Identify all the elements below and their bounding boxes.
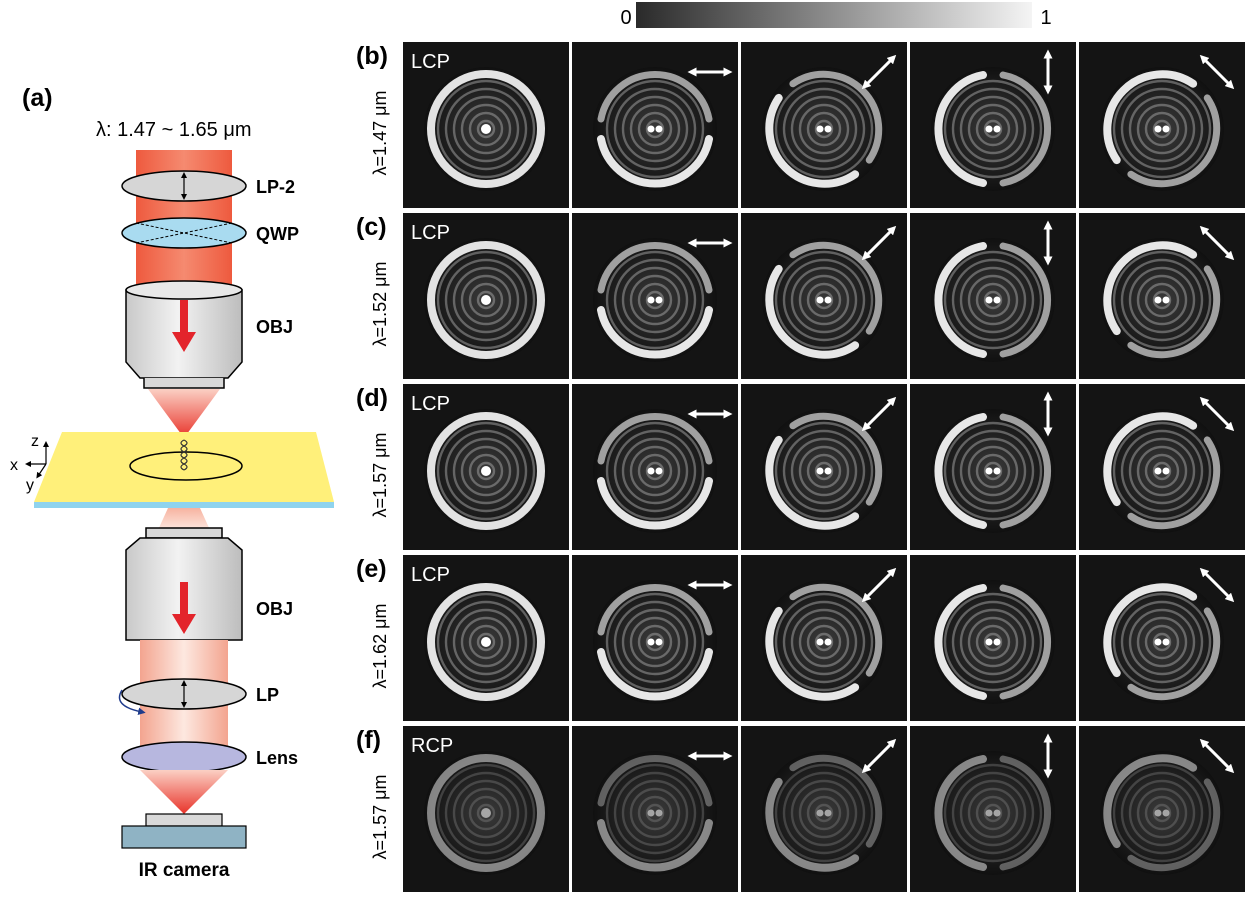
substrate [34, 502, 334, 508]
colorbar-max-label: 1 [1040, 7, 1051, 29]
component-label-obj-bottom: OBJ [256, 599, 293, 619]
setup-panel-label: (a) [22, 84, 53, 112]
intensity-image [403, 726, 569, 892]
intensity-image [572, 213, 738, 379]
analyzer-arrow [1199, 738, 1235, 774]
intensity-image [910, 726, 1076, 892]
analyzer-arrow [1199, 54, 1235, 90]
intensity-image [910, 384, 1076, 550]
row-wavelength-label: λ=1.57 μm [370, 775, 390, 860]
intensity-image [741, 42, 907, 208]
camera-sensor [145, 813, 223, 827]
camera-body [121, 825, 247, 849]
row-panel-label: (e) [356, 555, 387, 583]
component-label-lens: Lens [256, 748, 298, 768]
intensity-image [741, 213, 907, 379]
qwp-axis-1 [135, 222, 233, 244]
intensity-image [910, 555, 1076, 721]
camera-label: IR camera [139, 860, 230, 881]
lens [121, 741, 247, 773]
analyzer-arrow [861, 54, 897, 90]
colorbar-min-label: 0 [620, 7, 631, 29]
intensity-image [572, 726, 738, 892]
row-panel-label: (c) [356, 213, 387, 241]
intensity-image [403, 555, 569, 721]
ring-structure [129, 451, 243, 481]
component-label-lp: LP [256, 685, 279, 705]
analyzer-arrow [861, 738, 897, 774]
row-panel-label: (f) [356, 726, 381, 754]
intensity-image [1079, 384, 1245, 550]
component-label-lp2: LP-2 [256, 177, 295, 197]
row-wavelength-label: λ=1.62 μm [370, 604, 390, 689]
component-label-qwp: QWP [256, 224, 299, 244]
intensity-image [1079, 726, 1245, 892]
intensity-image [910, 42, 1076, 208]
row-wavelength-label: λ=1.52 μm [370, 262, 390, 347]
setup-wavelength: λ: 1.47 ~ 1.65 μm [96, 119, 252, 141]
analyzer-arrow [861, 567, 897, 603]
intensity-image [741, 555, 907, 721]
intensity-image [572, 384, 738, 550]
coordinate-axes: z x y [10, 433, 49, 494]
row-wavelength-label: λ=1.47 μm [370, 91, 390, 176]
input-polarization-label: RCP [411, 735, 453, 757]
analyzer-arrow [1199, 567, 1235, 603]
input-polarization-label: LCP [411, 222, 450, 244]
colorbar: 0 1 [620, 2, 1052, 29]
helix-structure [180, 439, 188, 471]
intensity-image [1079, 42, 1245, 208]
intensity-image [403, 213, 569, 379]
setup-diagram: (a) λ: 1.47 ~ 1.65 μm LP-2 QWP OBJ z x [10, 84, 334, 881]
analyzer-arrow [861, 396, 897, 432]
collect-cone [158, 508, 210, 530]
component-label-obj-top: OBJ [256, 317, 293, 337]
input-polarization-label: LCP [411, 564, 450, 586]
sample-plane [34, 432, 334, 502]
intensity-image [1079, 213, 1245, 379]
propagation-arrow-bottom [172, 582, 196, 634]
qwp-axis-2 [135, 222, 233, 244]
analyzer-arrow [1199, 396, 1235, 432]
intensity-image [741, 384, 907, 550]
row-panel-label: (d) [356, 384, 388, 412]
quarter-wave-plate [121, 217, 247, 249]
input-polarization-label: LCP [411, 393, 450, 415]
propagation-arrow-top [172, 300, 196, 352]
colorbar-gradient [636, 2, 1032, 28]
intensity-image [741, 726, 907, 892]
input-polarization-label: LCP [411, 51, 450, 73]
row-panel-label: (b) [356, 42, 388, 70]
camera-cone [140, 770, 228, 814]
analyzer-arrow [861, 225, 897, 261]
intensity-image [572, 555, 738, 721]
intensity-image [1079, 555, 1245, 721]
focus-cone [148, 389, 220, 438]
intensity-image-grid: (b) λ=1.47 μm LCP (c) λ=1.52 μm LCP (d) λ=1.57 … [356, 42, 1245, 892]
analyzer-arrow [1199, 225, 1235, 261]
axis-label-y: y [26, 477, 34, 494]
intensity-image [403, 384, 569, 550]
axis-label-x: x [10, 457, 18, 474]
axis-label-z: z [31, 433, 39, 450]
intensity-image [572, 42, 738, 208]
intensity-image [910, 213, 1076, 379]
rotation-arrow [118, 689, 146, 715]
intensity-image [403, 42, 569, 208]
row-wavelength-label: λ=1.57 μm [370, 433, 390, 518]
